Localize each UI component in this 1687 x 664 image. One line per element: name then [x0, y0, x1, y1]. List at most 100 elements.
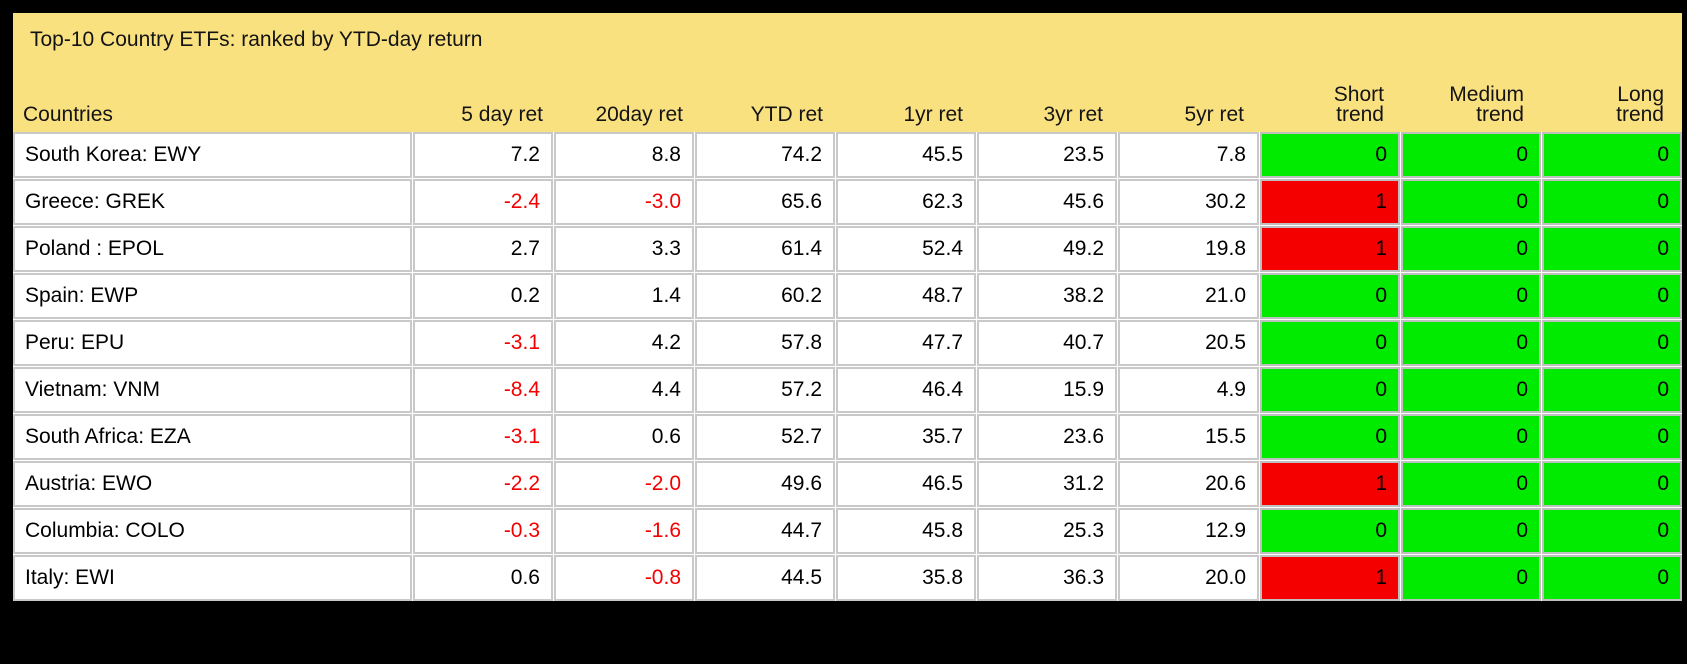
value-cell-ytd: 60.2: [695, 273, 835, 319]
value-cell-ytd: 44.5: [695, 555, 835, 601]
value-cell-ytd: 49.6: [695, 461, 835, 507]
trend-cell-short: 0: [1260, 320, 1400, 366]
value-cell-r5d: -2.2: [413, 461, 553, 507]
value-cell-r5d: 0.2: [413, 273, 553, 319]
value-cell-r20d: 0.6: [554, 414, 694, 460]
value-cell-r3y: 36.3: [977, 555, 1117, 601]
value-cell-r1y: 52.4: [836, 226, 976, 272]
trend-cell-long: 0: [1542, 461, 1682, 507]
value-cell-r3y: 23.6: [977, 414, 1117, 460]
trend-cell-medium: 0: [1401, 226, 1541, 272]
table-body: South Korea: EWY 7.2 8.8 74.2 45.5 23.5 7.8 0 0 0…: [13, 132, 1682, 601]
trend-cell-medium: 0: [1401, 320, 1541, 366]
trend-cell-medium: 0: [1401, 461, 1541, 507]
column-header-r5y: 5yr ret: [1184, 103, 1244, 127]
value-cell-r5d: 2.7: [413, 226, 553, 272]
column-header-r3y: 3yr ret: [1043, 103, 1103, 127]
trend-cell-long: 0: [1542, 179, 1682, 225]
value-cell-r1y: 47.7: [836, 320, 976, 366]
value-cell-r5d: 7.2: [413, 132, 553, 178]
trend-cell-short: 0: [1260, 367, 1400, 413]
value-cell-r20d: 8.8: [554, 132, 694, 178]
value-cell-r3y: 25.3: [977, 508, 1117, 554]
trend-cell-short: 0: [1260, 414, 1400, 460]
value-cell-r5y: 15.5: [1118, 414, 1259, 460]
trend-cell-long: 0: [1542, 414, 1682, 460]
value-cell-r20d: 1.4: [554, 273, 694, 319]
value-cell-r3y: 23.5: [977, 132, 1117, 178]
column-header-medium: Medium trend: [1449, 83, 1524, 127]
value-cell-r3y: 49.2: [977, 226, 1117, 272]
value-cell-r5y: 21.0: [1118, 273, 1259, 319]
column-header-r20d: 20day ret: [595, 103, 683, 127]
value-cell-ytd: 44.7: [695, 508, 835, 554]
country-cell: Spain: EWP: [13, 273, 412, 319]
trend-cell-long: 0: [1542, 226, 1682, 272]
value-cell-ytd: 57.8: [695, 320, 835, 366]
value-cell-r1y: 45.8: [836, 508, 976, 554]
value-cell-r20d: -3.0: [554, 179, 694, 225]
value-cell-r5y: 7.8: [1118, 132, 1259, 178]
country-cell: South Korea: EWY: [13, 132, 412, 178]
country-cell: Vietnam: VNM: [13, 367, 412, 413]
value-cell-r20d: 3.3: [554, 226, 694, 272]
value-cell-r5d: -2.4: [413, 179, 553, 225]
value-cell-r1y: 45.5: [836, 132, 976, 178]
value-cell-r3y: 40.7: [977, 320, 1117, 366]
value-cell-r1y: 62.3: [836, 179, 976, 225]
country-cell: Italy: EWI: [13, 555, 412, 601]
value-cell-r1y: 35.8: [836, 555, 976, 601]
trend-cell-long: 0: [1542, 132, 1682, 178]
country-cell: South Africa: EZA: [13, 414, 412, 460]
trend-cell-medium: 0: [1401, 179, 1541, 225]
trend-cell-long: 0: [1542, 508, 1682, 554]
value-cell-r1y: 46.4: [836, 367, 976, 413]
value-cell-r20d: -0.8: [554, 555, 694, 601]
value-cell-r5d: -8.4: [413, 367, 553, 413]
value-cell-r5y: 30.2: [1118, 179, 1259, 225]
value-cell-r5y: 12.9: [1118, 508, 1259, 554]
value-cell-r5d: 0.6: [413, 555, 553, 601]
column-header-r5d: 5 day ret: [461, 103, 543, 127]
country-cell: Peru: EPU: [13, 320, 412, 366]
trend-cell-short: 1: [1260, 179, 1400, 225]
country-cell: Greece: GREK: [13, 179, 412, 225]
trend-cell-long: 0: [1542, 273, 1682, 319]
trend-cell-long: 0: [1542, 555, 1682, 601]
value-cell-r5y: 4.9: [1118, 367, 1259, 413]
trend-cell-short: 1: [1260, 555, 1400, 601]
value-cell-r5y: 20.6: [1118, 461, 1259, 507]
value-cell-r3y: 38.2: [977, 273, 1117, 319]
trend-cell-short: 0: [1260, 273, 1400, 319]
table-title-bar: Top-10 Country ETFs: ranked by YTD-day r…: [13, 13, 1682, 132]
value-cell-r20d: 4.2: [554, 320, 694, 366]
table-title: Top-10 Country ETFs: ranked by YTD-day r…: [30, 28, 483, 51]
trend-cell-short: 1: [1260, 226, 1400, 272]
trend-cell-long: 0: [1542, 367, 1682, 413]
value-cell-r1y: 35.7: [836, 414, 976, 460]
value-cell-ytd: 52.7: [695, 414, 835, 460]
column-header-row: Countries 5 day ret 20day ret YTD ret 1yr re…: [13, 83, 1673, 127]
value-cell-r20d: -2.0: [554, 461, 694, 507]
value-cell-r20d: 4.4: [554, 367, 694, 413]
value-cell-r5y: 19.8: [1118, 226, 1259, 272]
trend-cell-medium: 0: [1401, 555, 1541, 601]
etf-table: Top-10 Country ETFs: ranked by YTD-day r…: [13, 13, 1682, 601]
value-cell-r3y: 31.2: [977, 461, 1117, 507]
trend-cell-short: 0: [1260, 508, 1400, 554]
value-cell-r3y: 45.6: [977, 179, 1117, 225]
value-cell-r5d: -3.1: [413, 414, 553, 460]
value-cell-r5d: -3.1: [413, 320, 553, 366]
value-cell-r20d: -1.6: [554, 508, 694, 554]
value-cell-r5y: 20.5: [1118, 320, 1259, 366]
trend-cell-medium: 0: [1401, 508, 1541, 554]
trend-cell-short: 0: [1260, 132, 1400, 178]
value-cell-ytd: 65.6: [695, 179, 835, 225]
column-header-long: Long trend: [1616, 83, 1664, 127]
column-header-country: Countries: [23, 103, 113, 127]
country-cell: Austria: EWO: [13, 461, 412, 507]
trend-cell-short: 1: [1260, 461, 1400, 507]
value-cell-ytd: 61.4: [695, 226, 835, 272]
trend-cell-medium: 0: [1401, 414, 1541, 460]
